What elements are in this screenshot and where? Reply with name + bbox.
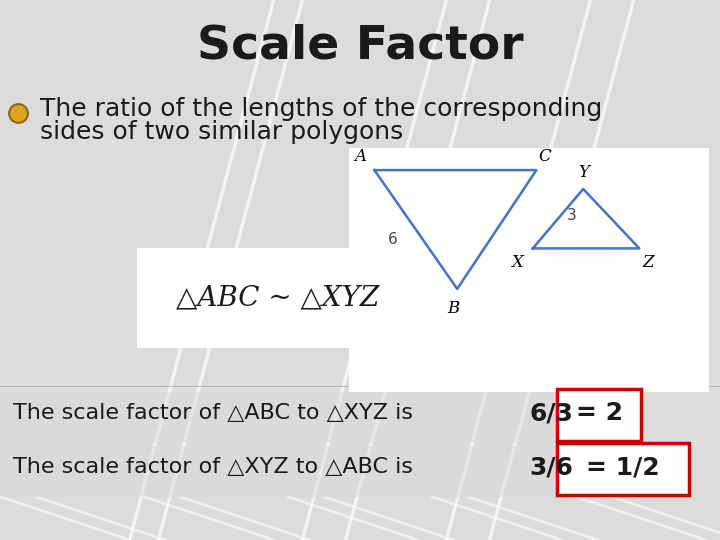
Text: = 2: = 2: [575, 401, 623, 425]
Text: 3/6: 3/6: [529, 455, 573, 479]
Text: Z: Z: [642, 254, 654, 271]
Text: B: B: [447, 300, 460, 316]
Text: 6: 6: [388, 232, 398, 247]
FancyBboxPatch shape: [0, 392, 576, 443]
FancyBboxPatch shape: [349, 148, 709, 392]
Text: 6/3: 6/3: [529, 401, 573, 425]
FancyBboxPatch shape: [557, 443, 689, 495]
Text: X: X: [511, 254, 523, 271]
Text: sides of two similar polygons: sides of two similar polygons: [40, 120, 403, 144]
Text: Y: Y: [577, 164, 589, 181]
Text: △ABC ~ △XYZ: △ABC ~ △XYZ: [176, 285, 379, 312]
Text: The scale factor of △XYZ to △ABC is: The scale factor of △XYZ to △ABC is: [13, 457, 413, 477]
Text: 3: 3: [567, 208, 577, 224]
FancyBboxPatch shape: [557, 389, 641, 441]
Text: C: C: [539, 148, 552, 165]
FancyBboxPatch shape: [0, 446, 576, 497]
Text: The ratio of the lengths of the corresponding: The ratio of the lengths of the correspo…: [40, 97, 602, 121]
Text: = 1/2: = 1/2: [586, 455, 660, 479]
FancyBboxPatch shape: [137, 248, 418, 348]
Text: The scale factor of △ABC to △XYZ is: The scale factor of △ABC to △XYZ is: [13, 403, 413, 423]
Text: A: A: [354, 148, 366, 165]
Text: Scale Factor: Scale Factor: [197, 23, 523, 69]
